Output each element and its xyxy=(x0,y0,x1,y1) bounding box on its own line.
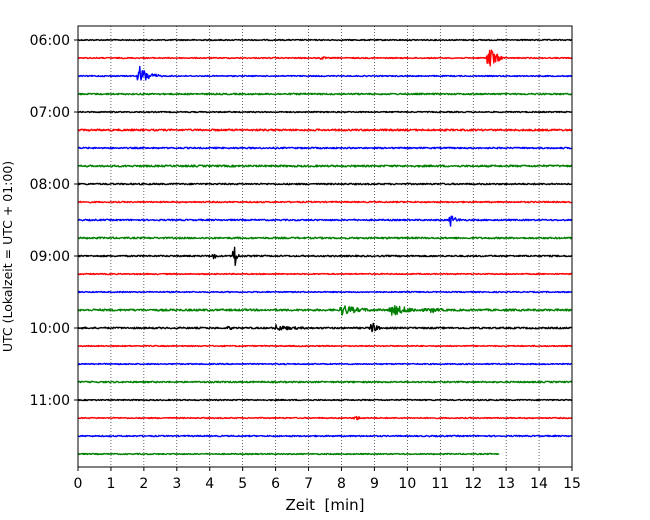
trace-0715 xyxy=(77,128,573,132)
y-tick-label: 11:00 xyxy=(30,393,70,409)
x-tick-label: 6 xyxy=(271,476,280,492)
trace-0800 xyxy=(77,182,572,186)
x-axis-label: Zeit [min] xyxy=(285,496,364,514)
x-tick-label: 14 xyxy=(530,476,548,492)
y-tick-label: 10:00 xyxy=(30,321,70,337)
plot-border xyxy=(77,25,573,468)
y-tick-label: 06:00 xyxy=(30,33,70,49)
seismic-traces xyxy=(77,38,573,456)
trace-0930 xyxy=(77,290,573,294)
trace-0900 xyxy=(77,246,573,267)
x-tick-label: 13 xyxy=(497,476,515,492)
x-tick-label: 15 xyxy=(563,476,581,492)
y-tick-label: 07:00 xyxy=(30,105,70,121)
trace-1115 xyxy=(77,415,573,421)
x-tick-label: 10 xyxy=(398,476,416,492)
trace-1100 xyxy=(77,398,573,402)
trace-1145 xyxy=(77,452,500,456)
trace-1045 xyxy=(77,380,573,384)
trace-0600 xyxy=(77,38,573,42)
y-axis-ticks: 06:00 07:00 08:00 09:00 10:00 11:00 xyxy=(30,33,78,409)
x-tick-label: 2 xyxy=(139,476,148,492)
trace-0630 xyxy=(77,65,573,81)
trace-1030 xyxy=(77,362,572,366)
y-tick-label: 09:00 xyxy=(30,249,70,265)
y-tick-label: 08:00 xyxy=(30,177,70,193)
trace-0700 xyxy=(77,110,573,114)
x-tick-label: 5 xyxy=(238,476,247,492)
trace-0945 xyxy=(77,305,573,316)
x-tick-label: 11 xyxy=(431,476,449,492)
trace-0645 xyxy=(77,92,573,96)
x-tick-label: 7 xyxy=(304,476,313,492)
x-axis-ticks: 0 1 2 3 4 5 6 7 8 9 10 11 12 13 14 15 xyxy=(74,467,581,492)
x-tick-label: 12 xyxy=(464,476,482,492)
trace-1000 xyxy=(77,322,573,333)
x-tick-label: 3 xyxy=(172,476,181,492)
trace-0730 xyxy=(77,146,572,150)
trace-1015 xyxy=(77,344,573,348)
x-tick-label: 8 xyxy=(337,476,346,492)
trace-0845 xyxy=(77,236,572,240)
x-tick-label: 4 xyxy=(205,476,214,492)
x-tick-label: 1 xyxy=(106,476,115,492)
trace-0830 xyxy=(77,215,573,227)
x-tick-label: 0 xyxy=(74,476,83,492)
x-tick-label: 9 xyxy=(370,476,379,492)
trace-0915 xyxy=(77,272,573,276)
trace-0615 xyxy=(77,49,573,67)
trace-0745 xyxy=(77,164,573,168)
trace-1130 xyxy=(77,434,573,438)
plot-frame xyxy=(77,25,573,468)
y-axis-label: UTC (Lokalzeit = UTC + 01:00) xyxy=(0,161,15,352)
trace-0815 xyxy=(77,200,572,204)
